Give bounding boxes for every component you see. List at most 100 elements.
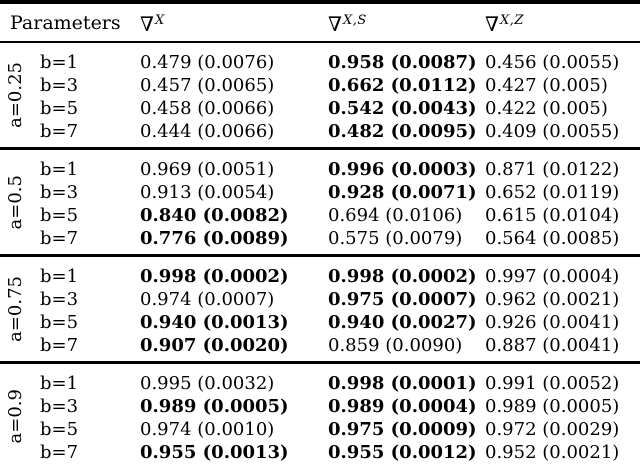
value-cell-grad-xz: 0.887 (0.0041): [485, 334, 640, 363]
estimate-value: 0.456: [485, 52, 537, 73]
value-cell-grad-x: 0.458 (0.0066): [140, 97, 328, 120]
b-param-label: b=3: [40, 75, 79, 96]
parameter-group: a=0.75 b=1 0.998 (0.0002) 0.998 (0.0002) 0.9…: [0, 255, 640, 363]
value-cell-grad-x: 0.913 (0.0054): [140, 181, 328, 204]
value-cell-grad-xs: 0.955 (0.0012): [328, 441, 485, 467]
standard-error: (0.0012): [390, 442, 477, 463]
estimate-value: 0.955: [140, 442, 197, 463]
table-row: b=3 0.974 (0.0007) 0.975 (0.0007) 0.962 (0.…: [0, 288, 640, 311]
b-param-label: b=5: [40, 98, 79, 119]
value-cell-grad-xs: 0.859 (0.0090): [328, 334, 485, 363]
estimate-value: 0.974: [140, 289, 192, 310]
value-cell-grad-x: 0.776 (0.0089): [140, 227, 328, 256]
estimate-value: 0.662: [328, 75, 385, 96]
value-cell-grad-xs: 0.542 (0.0043): [328, 97, 485, 120]
value-cell-grad-xs: 0.998 (0.0001): [328, 363, 485, 396]
b-param-label: b=7: [40, 228, 79, 249]
value-cell-grad-xz: 0.564 (0.0085): [485, 227, 640, 256]
table-row: b=7 0.907 (0.0020) 0.859 (0.0090) 0.887 (0.…: [0, 334, 640, 363]
standard-error: (0.0104): [542, 205, 620, 226]
value-cell-grad-xs: 0.998 (0.0002): [328, 256, 485, 289]
value-cell-grad-xs: 0.928 (0.0071): [328, 181, 485, 204]
col-header-gradient-x: ∇X: [140, 2, 328, 42]
estimate-value: 0.998: [328, 373, 385, 394]
value-cell-grad-xz: 0.615 (0.0104): [485, 204, 640, 227]
estimate-value: 0.776: [140, 228, 197, 249]
table-header: Parameters ∇X ∇X,S ∇X,Z: [0, 2, 640, 42]
estimate-value: 0.542: [328, 98, 385, 119]
standard-error: (0.0009): [390, 419, 477, 440]
value-cell-grad-x: 0.969 (0.0051): [140, 149, 328, 182]
b-param-label: b=5: [40, 419, 79, 440]
estimate-value: 0.998: [140, 266, 197, 287]
group-a-label: a=0.5: [5, 174, 26, 230]
standard-error: (0.0021): [542, 289, 620, 310]
table-row: a=0.75 b=1 0.998 (0.0002) 0.998 (0.0002) 0.9…: [0, 256, 640, 342]
estimate-value: 0.458: [140, 98, 192, 119]
standard-error: (0.0066): [197, 98, 275, 119]
parameter-group: a=0.25 b=1 0.479 (0.0076) 0.958 (0.0087) 0.4…: [0, 42, 640, 149]
standard-error: (0.0076): [197, 52, 275, 73]
table-row: b=3 0.913 (0.0054) 0.928 (0.0071) 0.652 (0.…: [0, 181, 640, 204]
value-cell-grad-xs: 0.975 (0.0007): [328, 288, 485, 311]
value-cell-grad-x: 0.457 (0.0065): [140, 74, 328, 97]
table-row: b=7 0.955 (0.0013) 0.955 (0.0012) 0.952 (0.…: [0, 441, 640, 467]
value-cell-grad-xz: 0.652 (0.0119): [485, 181, 640, 204]
standard-error: (0.0004): [390, 396, 477, 417]
col-superscript-x: X: [154, 13, 165, 28]
standard-error: (0.0119): [542, 182, 620, 203]
estimate-value: 0.998: [328, 266, 385, 287]
value-cell-grad-xz: 0.972 (0.0029): [485, 418, 640, 441]
standard-error: (0.0055): [542, 121, 620, 142]
value-cell-grad-x: 0.955 (0.0013): [140, 441, 328, 467]
parameter-group: a=0.5 b=1 0.969 (0.0051) 0.996 (0.0003) 0.87…: [0, 148, 640, 256]
value-cell-grad-x: 0.479 (0.0076): [140, 42, 328, 74]
value-cell-grad-x: 0.989 (0.0005): [140, 395, 328, 418]
b-param-label: b=5: [40, 312, 79, 333]
value-cell-grad-xs: 0.482 (0.0095): [328, 120, 485, 149]
value-cell-grad-x: 0.444 (0.0066): [140, 120, 328, 149]
standard-error: (0.0071): [390, 182, 477, 203]
estimate-value: 0.969: [140, 159, 192, 180]
b-param-label: b=1: [40, 52, 79, 73]
value-cell-grad-x: 0.907 (0.0020): [140, 334, 328, 363]
col-superscript-xz: X,Z: [499, 13, 524, 28]
standard-error: (0.0005): [542, 396, 620, 417]
estimate-value: 0.913: [140, 182, 192, 203]
standard-error: (0.0082): [202, 205, 289, 226]
estimate-value: 0.575: [328, 228, 380, 249]
header-row: Parameters ∇X ∇X,S ∇X,Z: [0, 2, 640, 42]
table-row: b=5 0.840 (0.0082) 0.694 (0.0106) 0.615 (0.…: [0, 204, 640, 227]
standard-error: (0.0003): [390, 159, 477, 180]
estimate-value: 0.926: [485, 312, 537, 333]
value-cell-grad-xz: 0.952 (0.0021): [485, 441, 640, 467]
b-param-label: b=3: [40, 182, 79, 203]
estimate-value: 0.444: [140, 121, 192, 142]
standard-error: (0.0002): [202, 266, 289, 287]
value-cell-grad-xz: 0.926 (0.0041): [485, 311, 640, 334]
group-label-cell: a=0.5: [0, 149, 32, 256]
standard-error: (0.0041): [542, 312, 620, 333]
b-param-label: b=5: [40, 205, 79, 226]
standard-error: (0.0013): [202, 312, 289, 333]
estimate-value: 0.952: [485, 442, 537, 463]
standard-error: (0.0054): [197, 182, 275, 203]
table-row: a=0.25 b=1 0.479 (0.0076) 0.958 (0.0087) 0.4…: [0, 42, 640, 128]
estimate-value: 0.564: [485, 228, 537, 249]
estimate-value: 0.482: [328, 121, 385, 142]
b-param-label: b=1: [40, 159, 79, 180]
value-cell-grad-xz: 0.991 (0.0052): [485, 363, 640, 396]
standard-error: (0.0122): [542, 159, 620, 180]
standard-error: (0.0020): [202, 335, 289, 356]
estimate-value: 0.989: [140, 396, 197, 417]
estimate-value: 0.907: [140, 335, 197, 356]
estimate-value: 0.975: [328, 419, 385, 440]
estimate-value: 0.962: [485, 289, 537, 310]
group-label-cell: a=0.75: [0, 256, 32, 363]
value-cell-grad-xz: 0.989 (0.0005): [485, 395, 640, 418]
table-row: a=0.5 b=1 0.969 (0.0051) 0.996 (0.0003) 0.87…: [0, 149, 640, 229]
estimate-value: 0.975: [328, 289, 385, 310]
estimate-value: 0.859: [328, 335, 380, 356]
standard-error: (0.0027): [390, 312, 477, 333]
